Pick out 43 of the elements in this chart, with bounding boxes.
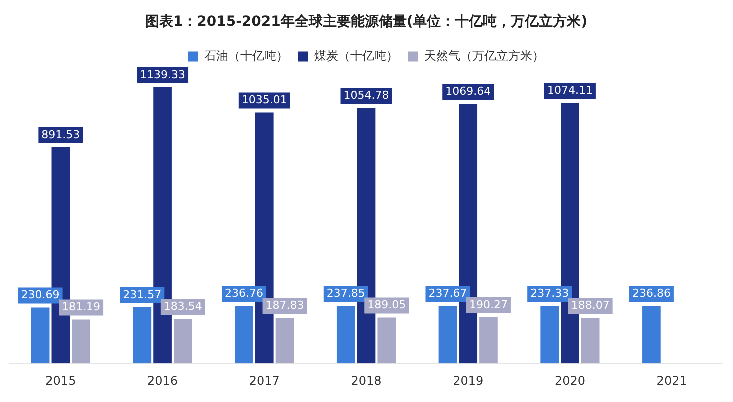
- bar: [235, 306, 254, 364]
- chart-title: 图表1：2015-2021年全球主要能源储量(单位：十亿吨，万亿立方米): [145, 13, 588, 30]
- legend-label: 煤炭（十亿吨）: [314, 48, 398, 63]
- x-tick-label: 2019: [453, 374, 484, 388]
- bar: [581, 318, 600, 364]
- legend-label: 天然气（万亿立方米）: [424, 48, 544, 63]
- data-label: 237.85: [326, 286, 366, 300]
- bar: [276, 318, 294, 364]
- bar: [174, 319, 192, 364]
- bar: [72, 320, 90, 364]
- data-label: 891.53: [42, 128, 80, 142]
- bar: [480, 317, 498, 364]
- bar: [438, 306, 458, 364]
- bar: [133, 307, 152, 364]
- x-tick-label: 2018: [351, 374, 382, 388]
- data-label: 183.54: [164, 300, 202, 313]
- data-label: 189.05: [368, 298, 406, 312]
- bar: [378, 318, 396, 364]
- data-label: 237.33: [530, 286, 570, 300]
- x-tick-label: 2016: [148, 374, 178, 388]
- data-label: 1054.78: [344, 88, 390, 102]
- legend-label: 石油（十亿吨）: [204, 48, 288, 63]
- data-label: 1074.11: [547, 84, 593, 98]
- bar: [642, 306, 661, 364]
- data-label: 181.19: [62, 300, 101, 314]
- bar: [540, 306, 560, 364]
- data-label: 187.83: [266, 298, 304, 312]
- data-label: 190.27: [469, 298, 508, 312]
- data-label: 1035.01: [242, 94, 288, 107]
- data-label: 231.57: [123, 288, 162, 302]
- x-tick-label: 2020: [554, 374, 586, 388]
- x-tick-label: 2015: [46, 374, 76, 388]
- data-label: 237.67: [428, 286, 468, 300]
- bar: [336, 306, 356, 364]
- x-tick-label: 2017: [249, 374, 280, 388]
- data-label: 188.07: [571, 298, 610, 312]
- data-label: 236.76: [225, 287, 264, 300]
- data-label: 1069.64: [446, 85, 492, 98]
- bar: [31, 308, 50, 364]
- data-label: 230.69: [21, 288, 60, 302]
- data-label: 1139.33: [140, 68, 186, 82]
- x-tick-label: 2021: [656, 374, 688, 388]
- data-label: 236.86: [632, 287, 671, 300]
